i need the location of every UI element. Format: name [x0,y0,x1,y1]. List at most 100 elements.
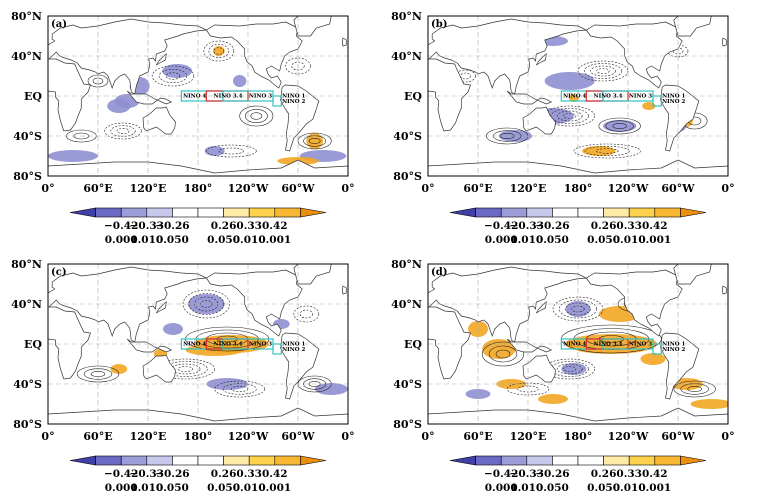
positive-correlation-shade [640,353,666,365]
negative-correlation-shade [162,64,193,78]
land-south-america [280,332,320,400]
lat-tick-label: 40°N [11,298,42,311]
correlation-contour [203,40,235,62]
positive-correlation-shade [582,146,616,156]
land-indonesia [126,90,173,105]
panel-d: NINO 4 NINO 3.4 NINO 3 NINO 1 NINO 2 (d) 80°N 4… [380,248,760,496]
lat-tick-label: 80°S [393,418,422,431]
colorbar-segment [146,207,173,218]
negative-correlation-shade [163,323,183,335]
map-area [48,264,348,424]
land-antarctica [48,159,348,176]
correlation-contour [556,363,583,375]
panel-a: NINO 4 NINO 3.4 NINO 3 NINO 1 NINO 2 (a) 80°N 4… [0,0,380,248]
land-indonesia [506,338,553,353]
colorbar-segment [628,207,656,218]
correlation-contour [303,378,327,390]
region-label-nino4: NINO 4 [563,94,586,100]
colorbar-significance-label: 0.001 [638,482,671,494]
region-label-nino4: NINO 4 [183,94,206,100]
colorbar-segment [300,455,327,466]
colorbar-segment [552,207,579,218]
colorbar-segment [500,207,528,218]
land-greenland [673,264,712,285]
positive-correlation-shade [185,344,244,356]
land-greenland [293,264,332,285]
colorbar-correlation-label: 0.26 [211,220,237,232]
correlation-contour [177,366,194,372]
correlation-contour [612,123,627,129]
land-australia [142,106,176,135]
lat-tick-label: 40°S [13,130,42,143]
colorbar-segment [577,455,604,466]
correlation-contour [481,341,525,367]
lon-tick-label: 120°W [228,182,269,195]
lat-tick-label: 40°N [391,50,422,63]
correlation-contour [214,380,265,398]
positive-correlation-shade [538,394,568,404]
positive-correlation-shade [482,339,516,359]
colorbar-significance-label: 0.010 [130,234,163,246]
colorbar-correlation-label: −0.26 [535,468,569,480]
region-label-nino1: NINO 1 [662,342,685,348]
colorbar-correlation-label: −0.42 [104,220,138,232]
correlation-contour [291,61,305,71]
land-australia [522,354,556,383]
lon-tick-label: 120°W [228,430,269,443]
correlation-contour [563,113,577,119]
lon-tick-label: 60°W [661,182,695,195]
lon-tick-label: 0° [721,182,734,195]
lon-tick-label: 0° [421,182,434,195]
negative-correlation-shade [204,146,225,156]
colorbar-correlation-label: 0.26 [591,220,617,232]
colorbar-correlation-label: −0.26 [155,468,189,480]
colorbar-segment [120,207,148,218]
lat-tick-label: 80°N [11,10,42,23]
colorbar-significance-label: 0.001 [638,234,671,246]
lon-tick-label: 0° [341,182,354,195]
correlation-contour [250,112,263,120]
correlation-contour [303,135,327,147]
correlation-contour [687,386,702,392]
panel-label: (b) [431,19,447,30]
lon-tick-label: 0° [41,182,54,195]
land-eurasia [428,18,588,95]
colorbar-significance-label: 0.010 [613,234,646,246]
nino12-box [272,95,282,107]
land-north-america [205,269,303,337]
correlation-contour [244,109,268,123]
colorbar-segment [654,207,681,218]
colorbar-correlation-label: −0.33 [510,468,544,480]
land-japan [156,53,167,66]
correlation-contour [595,148,619,154]
lat-tick-label: 40°S [393,130,422,143]
lat-tick-label: EQ [404,90,422,103]
lon-tick-label: 120°W [608,430,649,443]
lon-tick-label: 60°E [83,430,112,443]
correlation-contour [488,345,518,363]
colorbar-segment [300,207,327,218]
region-label-nino3: NINO 3 [249,342,272,348]
land-japan [156,301,167,314]
lon-tick-label: 120°E [510,430,547,443]
lat-tick-label: 40°S [13,378,42,391]
land-south-america [660,332,700,400]
region-label-nino3: NINO 3 [249,94,272,100]
panel-label: (a) [51,19,67,30]
colorbar-segment [69,207,96,218]
lon-tick-label: 60°W [281,182,315,195]
land-north-america [585,21,683,89]
colorbar-significance-label: 0.010 [130,482,163,494]
correlation-contour [116,128,130,134]
land-eurasia [428,266,588,343]
land-uk [721,37,727,47]
land-south-america [280,84,320,152]
map-frame [47,263,349,425]
lat-tick-label: 80°S [393,170,422,183]
land-indonesia [506,90,553,105]
nino12-box [652,343,662,355]
negative-correlation-shade [233,75,247,87]
panel-label: (c) [51,267,67,278]
map-frame [47,15,349,177]
